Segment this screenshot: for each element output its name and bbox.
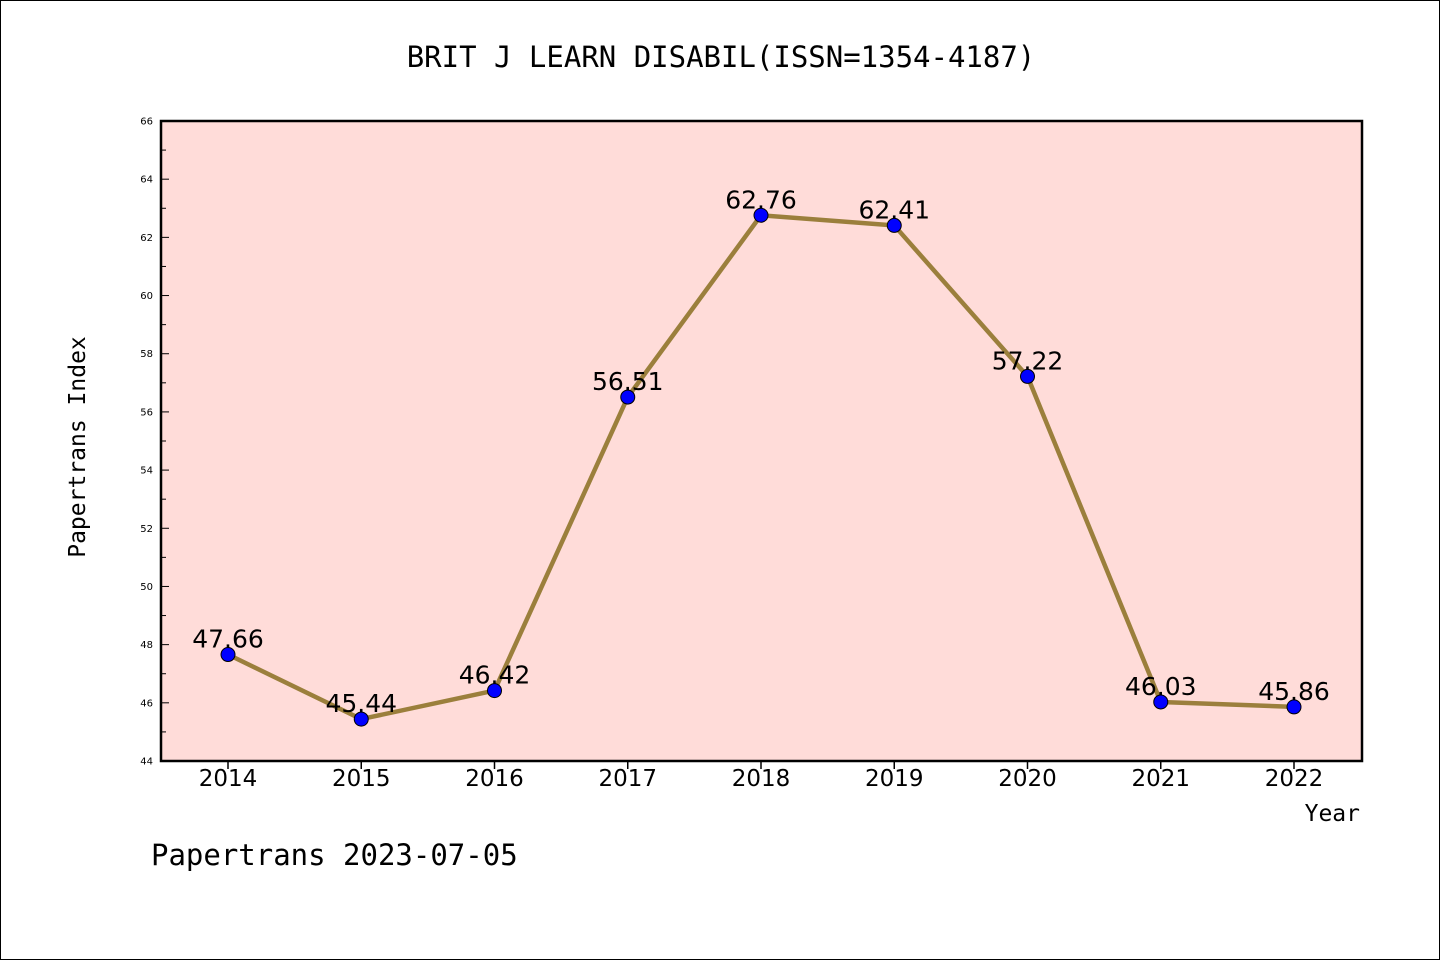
x-tick-label: 2014 bbox=[199, 766, 258, 792]
x-tick-label: 2017 bbox=[598, 766, 657, 792]
data-label: 57.22 bbox=[992, 346, 1064, 375]
data-label: 56.51 bbox=[592, 367, 664, 396]
x-axis: 2014 2015 2016 2017 2018 2019 2020 2021 2022 bbox=[199, 761, 1324, 792]
x-tick-label: 2021 bbox=[1131, 766, 1190, 792]
data-point bbox=[220, 647, 236, 663]
series-layer bbox=[220, 207, 1302, 727]
data-label: 46.42 bbox=[459, 661, 531, 690]
data-label: 62.41 bbox=[858, 195, 930, 224]
data-point bbox=[487, 683, 502, 699]
y-axis-label: Papertrans Index bbox=[65, 336, 91, 558]
y-tick-label: 48 bbox=[140, 640, 153, 651]
data-label: 45.44 bbox=[325, 689, 397, 718]
data-point bbox=[1286, 699, 1302, 715]
x-tick-label: 2022 bbox=[1265, 766, 1324, 792]
data-labels: 47.66 45.44 46.42 56.51 62.76 62.41 57.22 46.03… bbox=[192, 185, 1330, 718]
y-tick-label: 58 bbox=[140, 349, 153, 360]
footer-text: Papertrans 2023-07-05 bbox=[151, 838, 518, 872]
data-point bbox=[620, 389, 636, 405]
x-axis-label: Year bbox=[1305, 801, 1360, 827]
x-tick-label: 2020 bbox=[998, 766, 1057, 792]
y-tick-label: 46 bbox=[140, 698, 153, 709]
data-point bbox=[1153, 694, 1169, 710]
y-tick-label: 44 bbox=[140, 757, 153, 768]
data-label: 46.03 bbox=[1125, 672, 1197, 701]
y-tick-label: 50 bbox=[140, 582, 153, 593]
data-label: 45.86 bbox=[1258, 677, 1330, 706]
y-tick-label: 62 bbox=[140, 233, 153, 244]
y-tick-label: 66 bbox=[140, 117, 153, 128]
data-point bbox=[886, 217, 902, 233]
x-tick-label: 2015 bbox=[332, 766, 391, 792]
x-tick-label: 2019 bbox=[865, 766, 924, 792]
y-tick-label: 52 bbox=[140, 524, 153, 535]
y-axis: 44 46 48 50 52 54 56 58 60 62 64 66 bbox=[140, 117, 169, 768]
y-tick-label: 54 bbox=[140, 466, 153, 477]
y-tick-label: 64 bbox=[140, 175, 153, 186]
data-label: 62.76 bbox=[725, 185, 797, 214]
data-point bbox=[753, 207, 769, 223]
y-tick-label: 60 bbox=[140, 291, 153, 302]
chart-title: BRIT J LEARN DISABIL(ISSN=1354-4187) bbox=[407, 40, 1036, 74]
y-tick-label: 56 bbox=[140, 407, 153, 418]
data-point bbox=[1020, 368, 1035, 384]
x-tick-label: 2018 bbox=[732, 766, 791, 792]
plot-area bbox=[161, 121, 1362, 761]
data-point bbox=[353, 711, 369, 727]
data-label: 47.66 bbox=[192, 625, 264, 654]
plot-border bbox=[159, 119, 1364, 763]
x-tick-label: 2016 bbox=[465, 766, 524, 792]
